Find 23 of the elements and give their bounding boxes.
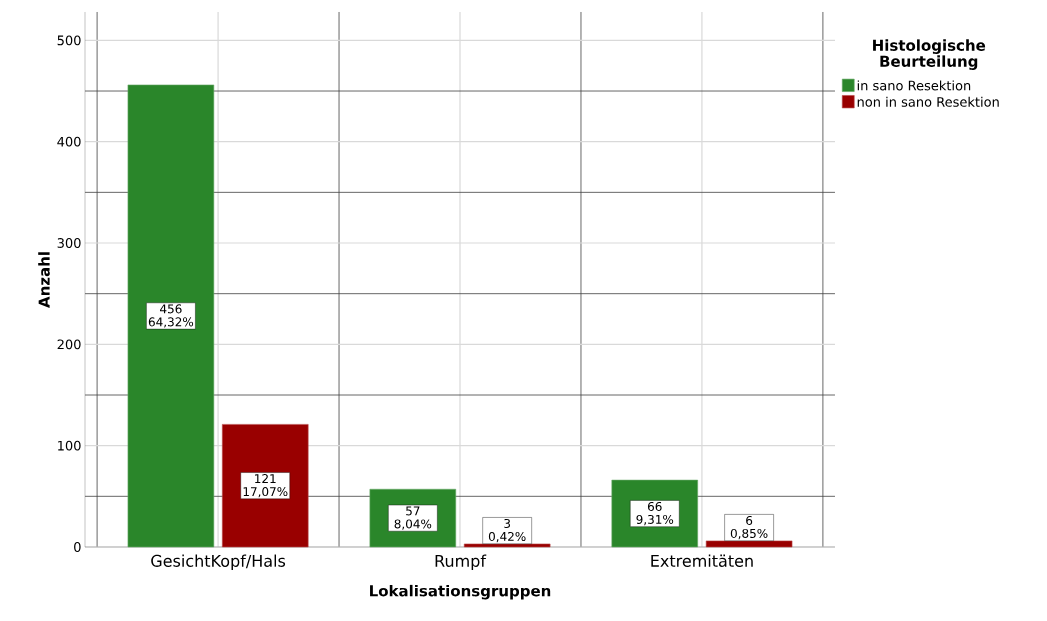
data-label: 456 64,32% <box>148 304 194 328</box>
y-tick-label: 500 <box>57 35 81 46</box>
data-label: 121 17,07% <box>243 474 288 498</box>
data-label: 66 9,31% <box>636 501 674 526</box>
x-axis-title: Lokalisationsgruppen <box>370 584 551 600</box>
data-label: 57 8,04% <box>394 506 432 530</box>
y-tick-label: 200 <box>57 339 81 350</box>
y-axis-title: Anzahl <box>38 252 50 308</box>
x-tick-label: Rumpf <box>435 554 487 570</box>
x-tick-label: GesichtKopf/Hals <box>151 554 286 570</box>
legend-label: non in sano Resektion <box>857 96 999 107</box>
bar <box>705 540 793 548</box>
bar <box>127 84 215 548</box>
data-label: 6 0,85% <box>730 515 768 540</box>
data-label: 3 0,42% <box>488 518 526 543</box>
y-tick-label: 400 <box>57 136 81 147</box>
bar <box>463 543 551 548</box>
y-tick-label: 100 <box>58 440 81 451</box>
legend-label: in sano Resektion <box>857 80 971 91</box>
legend-title: Histologische Beurteilung <box>873 39 986 70</box>
y-tick-label: 300 <box>57 238 81 248</box>
y-tick-label: 0 <box>74 542 81 552</box>
x-tick-label: Extremitäten <box>651 554 753 567</box>
